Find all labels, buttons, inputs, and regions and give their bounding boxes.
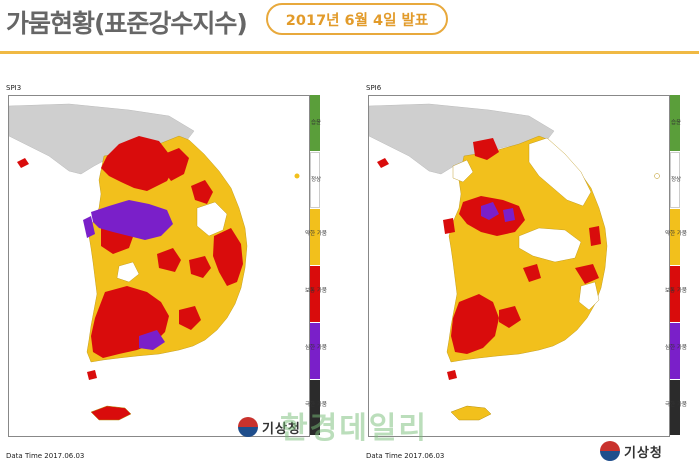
legend: 습윤 정상 약한 가뭄 보통 가뭄 심한 가뭄 극한 가뭄 [305, 95, 327, 435]
kma-emblem-icon [600, 441, 620, 461]
date-badge: 2017년 6월 4일 발표 [266, 3, 448, 35]
legend-swatch-normal [310, 152, 320, 208]
map-label: SPI3 [6, 84, 22, 92]
page-title: 가뭄현황(표준강수지수) [6, 9, 248, 38]
kma-logo: 기상청 [238, 417, 301, 437]
legend-label-wet: 습윤 [670, 120, 682, 126]
legend-label-mild: 약한 가뭄 [305, 231, 327, 237]
legend-label-severe: 심한 가뭄 [665, 345, 687, 351]
legend-label-extreme: 극한 가뭄 [305, 402, 327, 408]
watermark: 한경데일리 [280, 411, 428, 446]
legend-label-normal: 정상 [670, 177, 682, 183]
data-time-footer: Data Time 2017.06.03 [6, 452, 85, 460]
legend-swatch-normal [670, 152, 680, 208]
legend-swatch-wet [310, 95, 320, 151]
legend-swatch-moderate [310, 266, 320, 322]
legend-label-normal: 정상 [310, 177, 322, 183]
map-panel-spi3: SPI3 [4, 84, 342, 470]
legend-swatch-severe [670, 323, 680, 379]
header-divider [0, 51, 699, 54]
legend-swatch-severe [310, 323, 320, 379]
legend-label-wet: 습윤 [310, 120, 322, 126]
korea-drought-map-spi3 [9, 103, 300, 421]
legend-swatch-moderate [670, 266, 680, 322]
legend: 습윤 정상 약한 가뭄 보통 가뭄 심한 가뭄 극한 가뭄 [665, 95, 687, 435]
legend-swatch-mild [310, 209, 320, 265]
map-label: SPI6 [366, 84, 382, 92]
legend-swatch-extreme [670, 380, 680, 435]
data-time-footer: Data Time 2017.06.03 [366, 452, 445, 460]
map-frame [368, 95, 670, 437]
legend-swatch-wet [670, 95, 680, 151]
korea-drought-map-spi6 [369, 103, 660, 421]
legend-swatch-mild [670, 209, 680, 265]
kma-emblem-icon [238, 417, 258, 437]
legend-label-moderate: 보통 가뭄 [665, 288, 687, 294]
legend-label-severe: 심한 가뭄 [305, 345, 327, 351]
map-frame [8, 95, 310, 437]
map-panel-spi6: SPI6 [364, 84, 699, 470]
kma-logo: 기상청 [600, 441, 663, 461]
legend-label-mild: 약한 가뭄 [665, 231, 687, 237]
legend-label-moderate: 보통 가뭄 [305, 288, 327, 294]
legend-swatch-extreme [310, 380, 320, 435]
legend-label-extreme: 극한 가뭄 [665, 402, 687, 408]
